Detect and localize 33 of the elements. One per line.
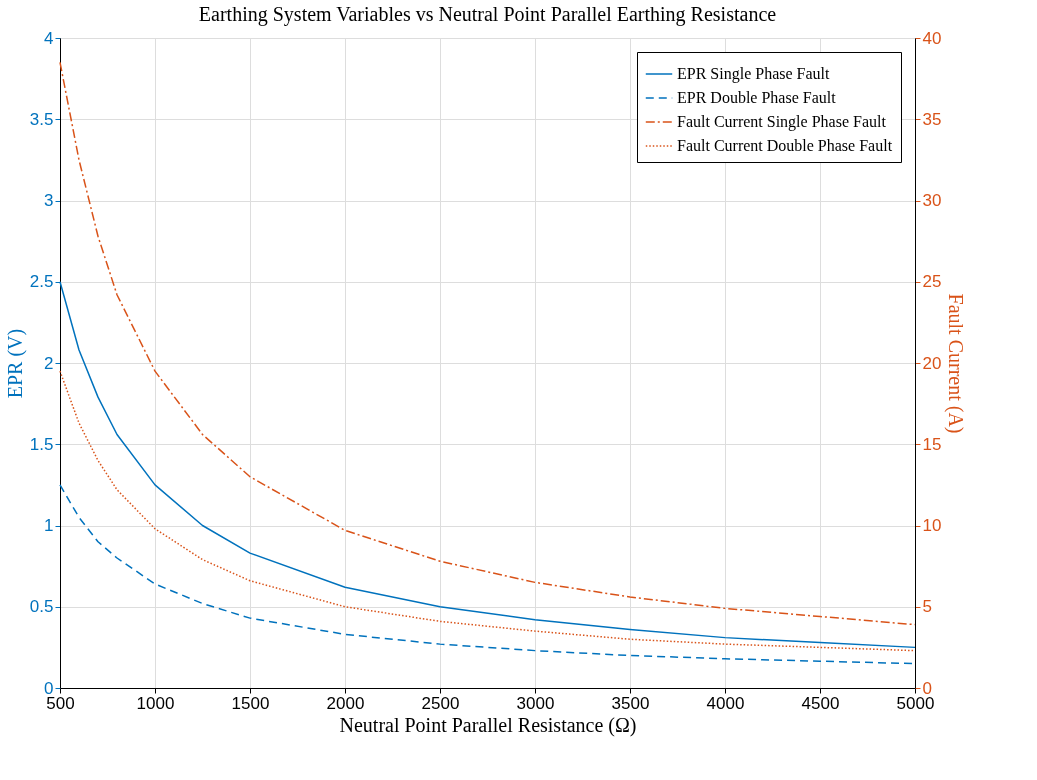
y-tick-label: 2.5 — [29, 272, 54, 292]
y2-tick-label: 30 — [922, 191, 942, 210]
y2-tick-label: 15 — [922, 434, 942, 454]
y2-tick-label: 20 — [922, 353, 942, 373]
y2-tick-label: 40 — [922, 28, 942, 48]
legend-label: EPR Double Phase Fault — [677, 89, 837, 106]
y-tick-label: 0.5 — [29, 597, 54, 617]
y-tick-label: 4 — [44, 28, 54, 48]
x-tick-label: 4000 — [706, 693, 745, 713]
y-axis-title: EPR (V) — [3, 328, 27, 399]
y2-tick-label: 25 — [922, 272, 942, 292]
y2-tick-label: 5 — [922, 597, 932, 617]
chart-title: Earthing System Variables vs Neutral Point Parallel Earthing Resistance — [198, 3, 777, 26]
x-tick-label: 4500 — [801, 693, 840, 713]
x-tick-label: 2000 — [326, 693, 365, 713]
y-tick-label: 2 — [44, 353, 54, 373]
y2-axis-title: Fault Current (A) — [944, 293, 968, 434]
legend-label: Fault Current Single Phase Fault — [677, 113, 887, 131]
x-tick-label: 3500 — [611, 693, 650, 713]
y2-tick-label: 35 — [922, 109, 942, 129]
x-tick-label: 3000 — [516, 693, 555, 713]
y2-tick-label: 10 — [922, 516, 942, 535]
y-tick-label: 3.5 — [29, 109, 54, 129]
x-tick-label: 1000 — [136, 693, 175, 713]
y-tick-label: 1.5 — [29, 434, 54, 454]
x-tick-label: 2500 — [421, 693, 460, 713]
y-tick-label: 1 — [44, 516, 54, 535]
line-series — [59, 370, 916, 652]
legend-label: EPR Single Phase Fault — [677, 65, 831, 83]
legend-label: Fault Current Double Phase Fault — [677, 137, 893, 154]
x-tick-label: 1500 — [231, 693, 270, 713]
y-tick-label: 3 — [44, 191, 54, 210]
x-axis-title: Neutral Point Parallel Resistance (Ω) — [339, 713, 637, 737]
